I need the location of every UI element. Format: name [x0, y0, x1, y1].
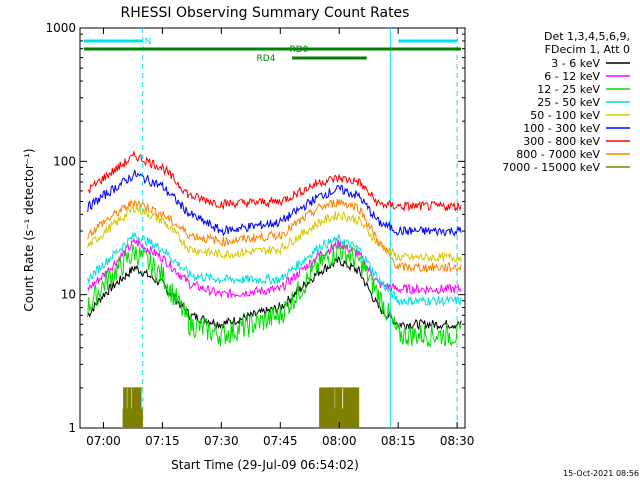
chart-title: RHESSI Observing Summary Count Rates — [121, 5, 410, 21]
y-tick-label: 1000 — [45, 21, 76, 35]
x-axis-label: Start Time (29-Jul-09 06:54:02) — [171, 458, 359, 472]
state-bar-label: N — [145, 37, 152, 47]
legend-label: 800 - 7000 keV — [516, 148, 600, 161]
x-ticks: 07:00 07:15 07:30 07:45 08:00 08:15 08:30 — [86, 28, 474, 448]
plot-area: N RD0 RD4 — [79, 27, 466, 429]
series-line — [87, 237, 462, 299]
legend-label: 12 - 25 keV — [537, 83, 600, 96]
x-tick-label: 08:00 — [322, 434, 357, 448]
x-tick-label: 07:15 — [145, 434, 180, 448]
y-tick-label: 100 — [53, 154, 76, 168]
x-tick-label: 07:45 — [263, 434, 298, 448]
series-burst — [122, 387, 143, 428]
legend-title: Det 1,3,4,5,6,9, — [544, 30, 630, 43]
legend-label: 25 - 50 keV — [537, 96, 600, 109]
legend-label: 7000 - 15000 keV — [502, 161, 600, 174]
series-line — [87, 241, 462, 348]
legend-label: 100 - 300 keV — [523, 122, 600, 135]
footer-timestamp: 15-Oct-2021 08:56 — [563, 469, 639, 478]
state-bar-label: RD4 — [257, 54, 276, 64]
series-burst — [319, 387, 360, 428]
y-tick-label: 1 — [68, 421, 76, 435]
y-tick-label: 10 — [61, 288, 76, 302]
series-line — [87, 149, 462, 213]
y-axis-label: Count Rate (s⁻¹ detector⁻¹) — [22, 148, 36, 311]
legend-title: FDecim 1, Att 0 — [545, 43, 630, 56]
legend-label: 6 - 12 keV — [544, 70, 600, 83]
legend-label: 3 - 6 keV — [551, 57, 600, 70]
series-line — [87, 169, 462, 237]
x-tick-label: 07:00 — [86, 434, 121, 448]
x-tick-label: 08:30 — [440, 434, 475, 448]
y-ticks: 1 10 100 1000 — [45, 21, 465, 435]
series-line — [87, 204, 462, 263]
series-line — [87, 231, 462, 308]
x-tick-label: 08:15 — [381, 434, 416, 448]
x-tick-label: 07:30 — [204, 434, 239, 448]
legend-label: 50 - 100 keV — [530, 109, 600, 122]
legend-label: 300 - 800 keV — [523, 135, 600, 148]
legend: Det 1,3,4,5,6,9,FDecim 1, Att 03 - 6 keV… — [502, 30, 630, 174]
state-bar-label: RD0 — [290, 45, 309, 55]
series-line — [87, 198, 462, 274]
